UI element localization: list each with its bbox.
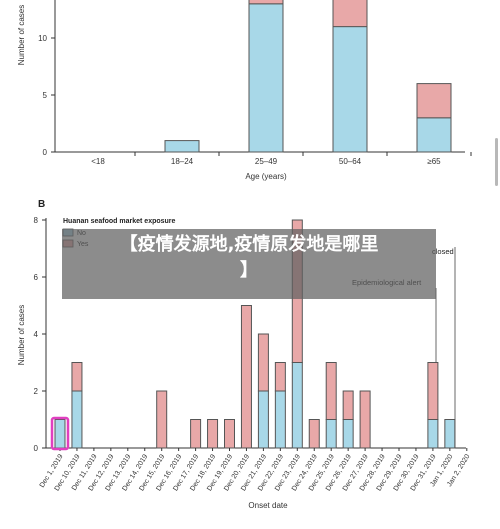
- bar-segment: [325, 362, 337, 420]
- bar-segment: [427, 419, 439, 449]
- bar-segment: [54, 419, 66, 449]
- y-tick-label: 0: [34, 444, 39, 453]
- y-axis-title: Number of cases: [17, 5, 26, 65]
- bar-segment: [332, 0, 368, 28]
- panel-label: B: [38, 199, 45, 210]
- bar-segment: [257, 333, 269, 392]
- banner-title-end: 】: [240, 260, 258, 281]
- y-tick-label: 0: [43, 148, 48, 157]
- y-tick-label: 2: [34, 387, 39, 396]
- y-tick-label: 10: [38, 34, 47, 43]
- panel-a-chart: 0 5 10 <18 18–24 25–49 50–64 ≥65 Age (years) Numb…: [17, 0, 472, 181]
- x-tick-label: 50–64: [339, 157, 362, 166]
- x-tick-label: 25–49: [255, 157, 278, 166]
- bar-segment: [416, 117, 452, 153]
- bar-segment: [342, 419, 354, 449]
- annotation-label: closed: [432, 247, 454, 256]
- bar-segment: [257, 390, 269, 449]
- scrollbar[interactable]: [495, 138, 498, 186]
- bar-segment: [342, 390, 354, 420]
- bar-segment: [207, 419, 219, 449]
- title-banner[interactable]: 【疫情发源地,疫情原发地是哪里 】: [62, 229, 436, 299]
- bar-segment: [359, 390, 371, 449]
- x-tick-label: <18: [91, 157, 105, 166]
- y-tick-label: 6: [34, 273, 39, 282]
- bar-segment: [248, 3, 284, 153]
- bar-segment: [156, 390, 168, 449]
- bar-segment: [248, 0, 284, 5]
- bar-segment: [416, 83, 452, 119]
- bar-segment: [332, 26, 368, 153]
- x-tick-label: 18–24: [171, 157, 194, 166]
- y-tick-label: 5: [43, 91, 48, 100]
- bar-segment: [240, 305, 252, 449]
- bar-segment: [274, 362, 286, 392]
- y-axis-title: Number of cases: [17, 305, 26, 365]
- bar-segment: [71, 362, 83, 392]
- x-tick-label: ≥65: [427, 157, 441, 166]
- legend-title: Huanan seafood market exposure: [63, 218, 176, 225]
- banner-title: 【疫情发源地,疫情原发地是哪里: [119, 234, 379, 255]
- bar-segment: [427, 362, 439, 420]
- bar-segment: [274, 390, 286, 449]
- bar-segment: [71, 390, 83, 449]
- selection-highlight: [50, 416, 70, 451]
- bar-segment: [224, 419, 235, 449]
- bar-segment: [164, 140, 200, 153]
- bar-segment: [291, 362, 303, 449]
- x-axis-title: Age (years): [245, 172, 287, 181]
- bar-segment: [325, 419, 337, 449]
- y-tick-label: 4: [34, 330, 39, 339]
- bar-segment: [308, 419, 320, 449]
- bar-segment: [444, 419, 456, 449]
- bar-segment: [190, 419, 202, 449]
- x-axis-title: Onset date: [248, 501, 288, 510]
- y-tick-label: 8: [34, 216, 39, 225]
